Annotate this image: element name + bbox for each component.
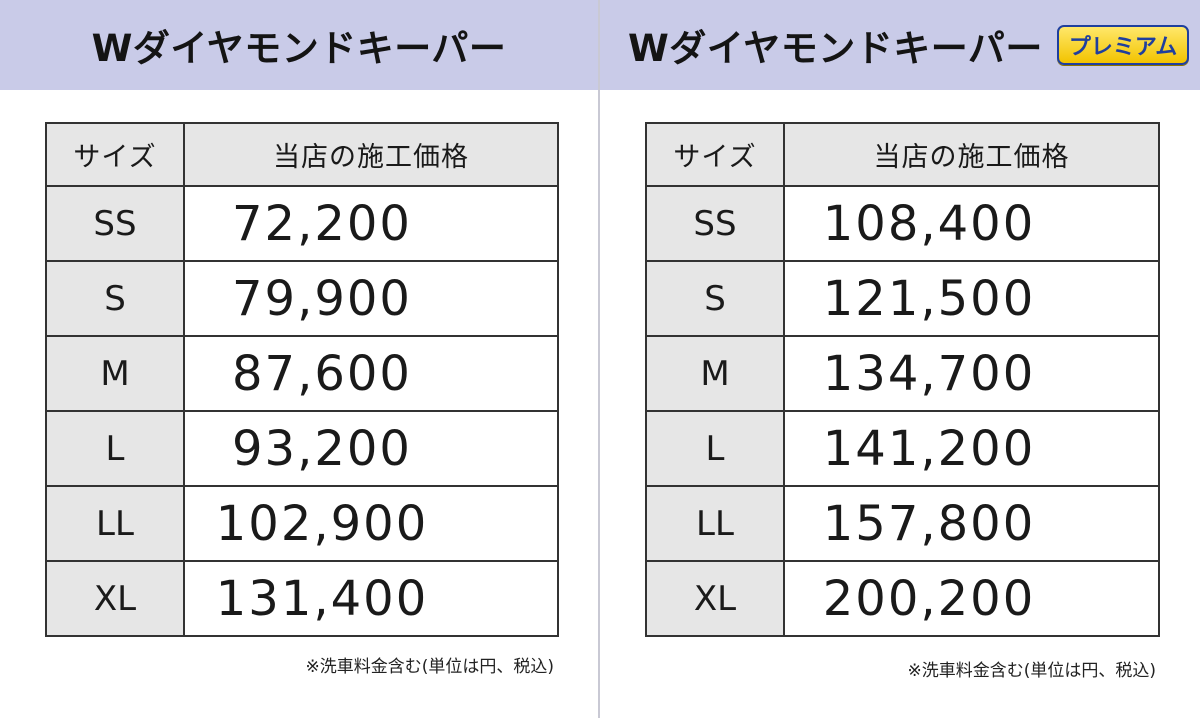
column-header-price: 当店の施工価格 (783, 122, 1160, 187)
table-row: XL 131,400 (45, 560, 559, 637)
price-cell: 134,700 (783, 335, 1160, 412)
size-cell: XL (45, 560, 185, 637)
price-cell: 141,200 (783, 410, 1160, 487)
table-row: L 93,200 (45, 410, 559, 487)
table-row: SS 72,200 (45, 185, 559, 262)
price-cell: 200,200 (783, 560, 1160, 637)
price-cell: 93,200 (183, 410, 559, 487)
panel-header: Wダイヤモンドキーパー プレミアム (600, 0, 1200, 90)
table-row: L 141,200 (645, 410, 1160, 487)
price-panel-premium: Wダイヤモンドキーパー プレミアム サイズ 当店の施工価格 SS 108,400… (600, 0, 1200, 718)
table-header-row: サイズ 当店の施工価格 (645, 122, 1160, 187)
table-row: M 134,700 (645, 335, 1160, 412)
price-cell: 121,500 (783, 260, 1160, 337)
price-cell: 72,200 (183, 185, 559, 262)
table-row: SS 108,400 (645, 185, 1160, 262)
price-cell: 87,600 (183, 335, 559, 412)
size-cell: M (645, 335, 785, 412)
panel-header: Wダイヤモンドキーパー (0, 0, 598, 90)
price-table: サイズ 当店の施工価格 SS 108,400 S 121,500 M 134,7… (645, 122, 1160, 637)
table-row: XL 200,200 (645, 560, 1160, 637)
size-cell: XL (645, 560, 785, 637)
table-header-row: サイズ 当店の施工価格 (45, 122, 559, 187)
premium-badge: プレミアム (1056, 25, 1190, 65)
size-cell: LL (645, 485, 785, 562)
size-cell: LL (45, 485, 185, 562)
table-row: LL 157,800 (645, 485, 1160, 562)
size-cell: S (45, 260, 185, 337)
price-cell: 157,800 (783, 485, 1160, 562)
panel-title: Wダイヤモンドキーパー (628, 27, 1043, 70)
size-cell: M (45, 335, 185, 412)
price-cell: 108,400 (783, 185, 1160, 262)
panel-title: Wダイヤモンドキーパー (91, 27, 507, 70)
tax-note: ※洗車料金含む(単位は円、税込) (907, 661, 1156, 681)
table-row: M 87,600 (45, 335, 559, 412)
size-cell: L (645, 410, 785, 487)
price-table: サイズ 当店の施工価格 SS 72,200 S 79,900 M 87,600 … (45, 122, 559, 637)
column-header-size: サイズ (645, 122, 785, 187)
size-cell: SS (45, 185, 185, 262)
size-cell: S (645, 260, 785, 337)
price-cell: 102,900 (183, 485, 559, 562)
price-cell: 131,400 (183, 560, 559, 637)
size-cell: SS (645, 185, 785, 262)
tax-note: ※洗車料金含む(単位は円、税込) (305, 657, 554, 677)
column-header-price: 当店の施工価格 (183, 122, 559, 187)
price-cell: 79,900 (183, 260, 559, 337)
column-header-size: サイズ (45, 122, 185, 187)
table-row: S 79,900 (45, 260, 559, 337)
size-cell: L (45, 410, 185, 487)
table-row: LL 102,900 (45, 485, 559, 562)
table-row: S 121,500 (645, 260, 1160, 337)
price-panel-standard: Wダイヤモンドキーパー サイズ 当店の施工価格 SS 72,200 S 79,9… (0, 0, 600, 718)
